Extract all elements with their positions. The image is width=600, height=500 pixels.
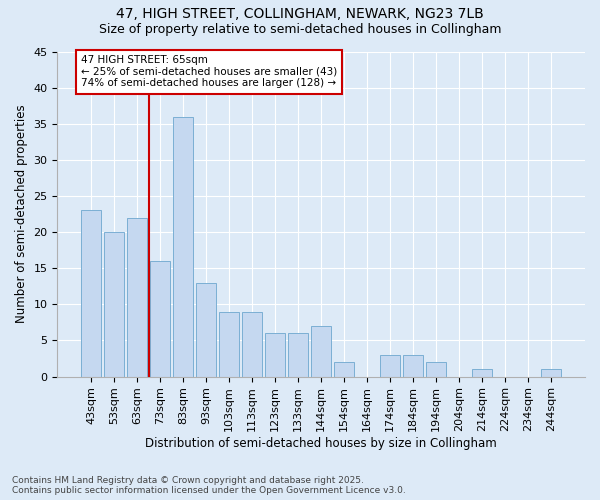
Bar [311,326,331,376]
Bar [380,355,400,376]
Bar [403,355,423,376]
Bar [541,370,561,376]
Bar [334,362,354,376]
Bar [265,334,285,376]
Y-axis label: Number of semi-detached properties: Number of semi-detached properties [15,104,28,324]
Bar [151,261,170,376]
Bar [104,232,124,376]
Bar [242,312,262,376]
Bar [220,312,239,376]
Bar [472,370,492,376]
Bar [127,218,147,376]
Text: 47 HIGH STREET: 65sqm
← 25% of semi-detached houses are smaller (43)
74% of semi: 47 HIGH STREET: 65sqm ← 25% of semi-deta… [81,55,337,88]
Bar [427,362,446,376]
X-axis label: Distribution of semi-detached houses by size in Collingham: Distribution of semi-detached houses by … [145,437,497,450]
Bar [173,116,193,376]
Text: 47, HIGH STREET, COLLINGHAM, NEWARK, NG23 7LB: 47, HIGH STREET, COLLINGHAM, NEWARK, NG2… [116,8,484,22]
Bar [82,210,101,376]
Bar [196,282,216,376]
Text: Size of property relative to semi-detached houses in Collingham: Size of property relative to semi-detach… [99,22,501,36]
Bar [289,334,308,376]
Text: Contains HM Land Registry data © Crown copyright and database right 2025.
Contai: Contains HM Land Registry data © Crown c… [12,476,406,495]
